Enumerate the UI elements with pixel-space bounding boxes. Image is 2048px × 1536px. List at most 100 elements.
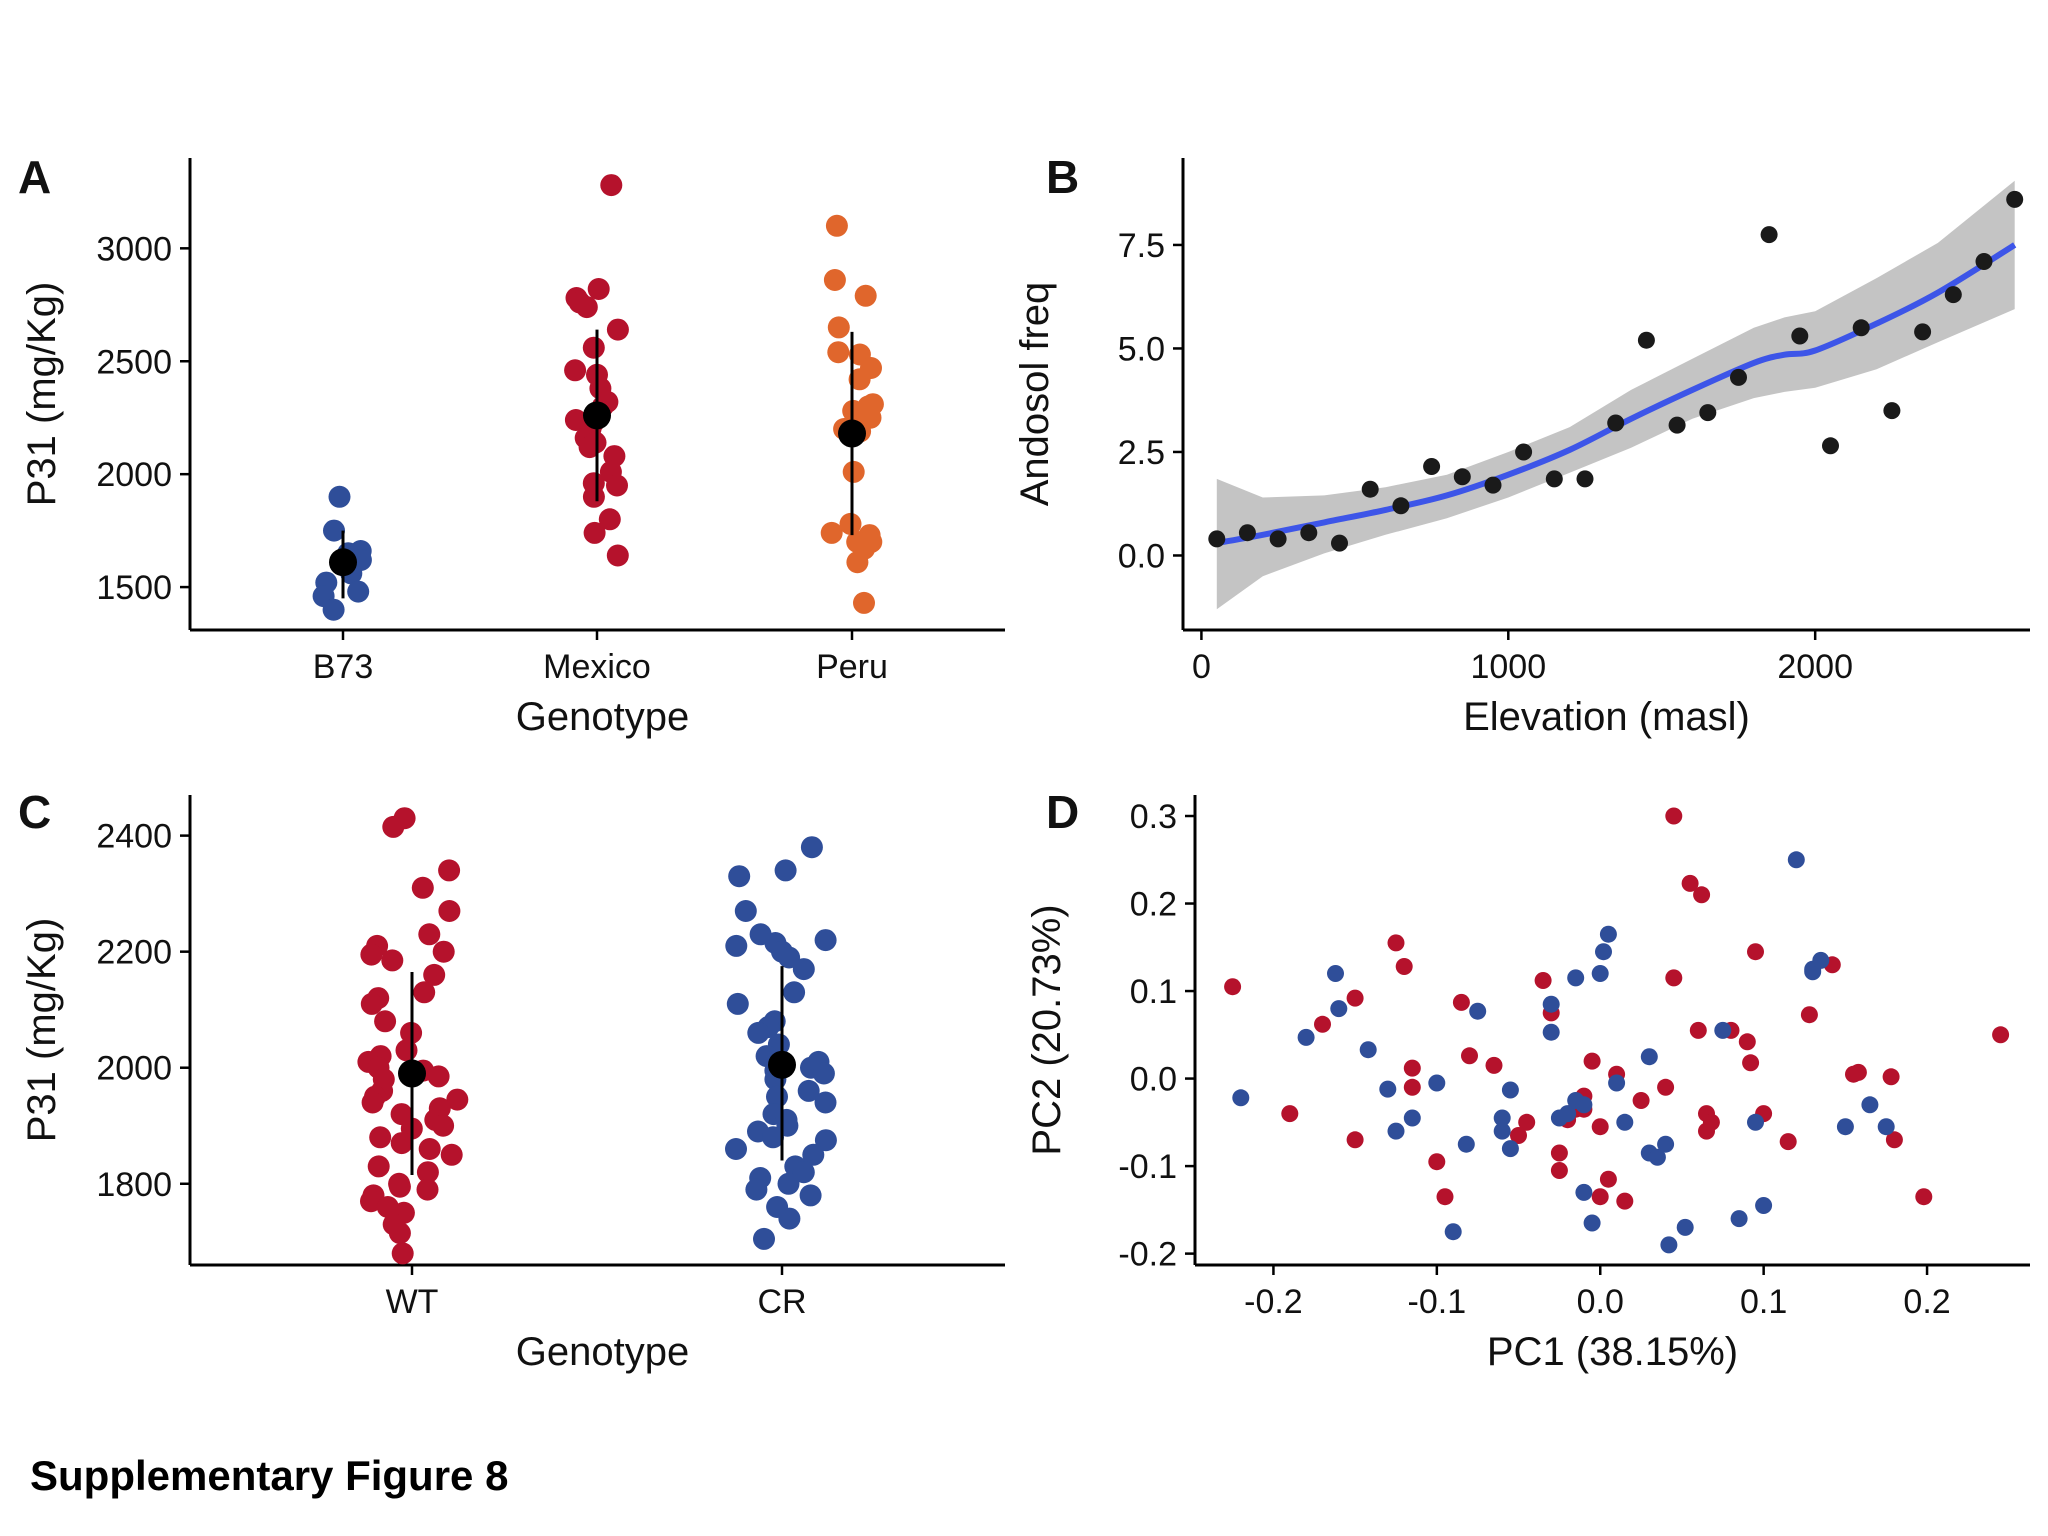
data-point	[1559, 1105, 1577, 1123]
data-point	[360, 943, 383, 966]
x-tick-label: B73	[313, 648, 374, 686]
data-point	[725, 1138, 747, 1160]
data-point	[799, 1184, 822, 1207]
data-point	[1493, 1122, 1511, 1140]
data-point	[1515, 443, 1533, 461]
data-point	[1640, 1048, 1658, 1066]
data-point	[823, 269, 846, 291]
y-tick-label: 2000	[96, 456, 172, 494]
data-point	[1457, 1135, 1475, 1153]
data-point	[842, 460, 865, 483]
data-point	[1469, 1002, 1487, 1020]
data-point	[802, 1143, 825, 1166]
y-tick-label: 0.0	[1118, 537, 1165, 575]
data-point	[382, 815, 405, 838]
data-point	[800, 836, 823, 859]
data-point	[1689, 1021, 1707, 1039]
data-point	[1668, 416, 1686, 434]
data-point	[1501, 1140, 1519, 1158]
data-point	[411, 876, 434, 899]
data-point	[1616, 1113, 1634, 1131]
data-point	[1882, 1068, 1900, 1086]
x-axis-title: Genotype	[516, 1330, 689, 1374]
data-point	[1510, 1127, 1527, 1144]
data-point	[1436, 1188, 1454, 1206]
data-point	[360, 1190, 382, 1213]
y-tick-label: 7.5	[1118, 227, 1165, 265]
data-point	[1576, 470, 1594, 488]
data-point	[778, 946, 801, 969]
data-point	[846, 551, 869, 574]
x-tick-label: 1000	[1470, 648, 1546, 686]
data-point	[1314, 1015, 1331, 1033]
data-point	[1534, 972, 1552, 989]
data-point	[388, 1222, 411, 1245]
data-point	[1403, 1059, 1421, 1077]
data-point	[1575, 1183, 1593, 1201]
data-point	[1915, 1188, 1933, 1206]
x-tick-label: Peru	[816, 648, 888, 686]
y-tick-label: 2400	[96, 818, 172, 856]
data-point	[427, 1065, 450, 1088]
data-point	[1518, 1113, 1536, 1131]
data-point	[1269, 530, 1287, 548]
data-point	[323, 519, 345, 542]
data-point	[827, 316, 850, 339]
data-point	[1591, 965, 1609, 982]
data-point	[1822, 437, 1839, 455]
data-point	[374, 1010, 397, 1033]
data-point	[1330, 1000, 1348, 1018]
data-point	[587, 278, 610, 300]
data-point	[1297, 1028, 1315, 1046]
mean-point	[329, 548, 357, 577]
data-point	[792, 1161, 815, 1184]
data-point	[1730, 1210, 1748, 1228]
data-point	[381, 949, 404, 972]
data-point	[1738, 1033, 1756, 1051]
data-point	[827, 341, 850, 364]
data-point	[1702, 1113, 1720, 1131]
data-point	[1444, 1223, 1462, 1241]
data-point	[1453, 468, 1471, 486]
data-point	[1428, 1074, 1446, 1092]
panel-letter-a: A	[18, 151, 51, 203]
data-point	[438, 859, 461, 882]
data-point	[1632, 1092, 1650, 1109]
data-point	[369, 1126, 392, 1149]
data-point	[1403, 1078, 1421, 1096]
data-point	[438, 900, 461, 922]
x-tick-label: -0.2	[1244, 1283, 1303, 1321]
x-axis-title: PC1 (38.15%)	[1487, 1330, 1738, 1374]
data-point	[1714, 1021, 1732, 1039]
y-tick-label: 0.0	[1130, 1061, 1177, 1099]
data-point	[1346, 989, 1364, 1007]
y-tick-label: -0.1	[1118, 1148, 1177, 1186]
data-point	[1800, 1006, 1818, 1024]
data-point	[1852, 319, 1870, 337]
data-point	[1327, 965, 1344, 982]
data-point	[1992, 1026, 2010, 1044]
data-point	[1681, 874, 1699, 892]
data-point	[564, 359, 587, 382]
y-axis-title: PC2 (20.73%)	[1025, 904, 1069, 1155]
data-point	[762, 1126, 784, 1149]
data-point	[1616, 1192, 1634, 1210]
panel-b	[1173, 158, 2030, 640]
data-point	[418, 923, 441, 946]
data-point	[825, 214, 848, 237]
y-tick-label: 1800	[96, 1166, 172, 1204]
x-axis-title: Elevation (masl)	[1463, 695, 1750, 739]
data-point	[1699, 404, 1717, 422]
mean-point	[768, 1050, 796, 1079]
data-point	[1387, 934, 1405, 952]
data-point	[418, 1138, 441, 1160]
data-point	[853, 591, 875, 614]
data-point	[1665, 807, 1683, 825]
data-point	[432, 940, 455, 963]
x-tick-label: 0.1	[1740, 1283, 1787, 1321]
y-tick-label: 3000	[96, 230, 172, 268]
data-point	[1812, 951, 1830, 969]
data-point	[1484, 476, 1502, 494]
data-point	[812, 1062, 835, 1085]
data-point	[1660, 1236, 1678, 1254]
